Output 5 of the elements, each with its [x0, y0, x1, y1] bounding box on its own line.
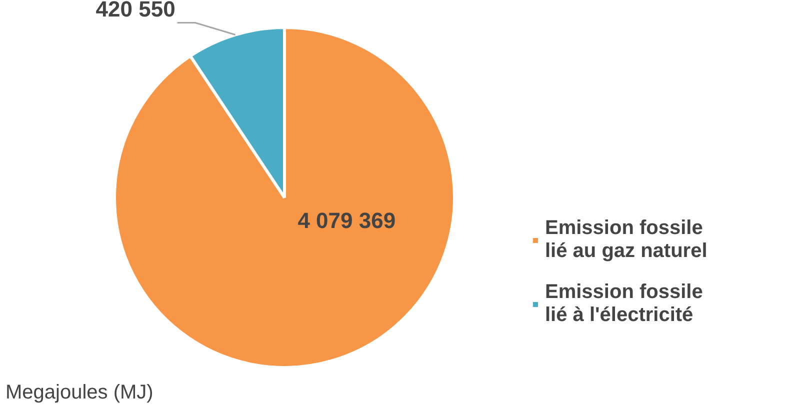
data-label: 4 079 369 — [298, 208, 396, 234]
legend-label: Emission fossile lié à l'électricité — [545, 281, 703, 327]
text: Megajoules (MJ) — [6, 382, 154, 404]
data-label: 420 550 — [96, 0, 176, 22]
legend-label: Emission fossile lié au gaz naturel — [545, 217, 708, 263]
